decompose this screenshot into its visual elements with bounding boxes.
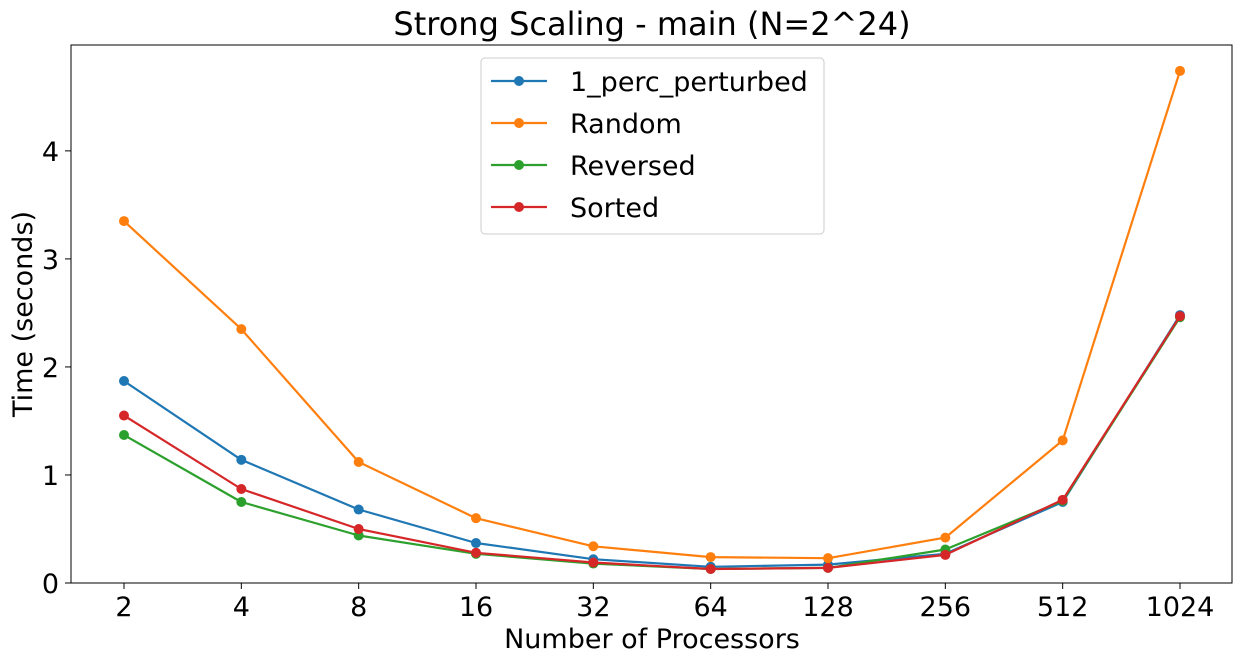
data-point-1-5 bbox=[705, 552, 716, 563]
x-tick-label-3: 16 bbox=[459, 592, 493, 623]
x-axis-label: Number of Processors bbox=[504, 624, 800, 655]
data-point-1-8 bbox=[1057, 435, 1068, 446]
legend-marker-1 bbox=[514, 118, 524, 128]
data-point-0-0 bbox=[119, 375, 129, 386]
data-point-2-1 bbox=[236, 496, 247, 507]
legend-label-3: Sorted bbox=[570, 193, 659, 224]
data-point-3-7 bbox=[940, 549, 951, 560]
x-tick-label-5: 64 bbox=[693, 592, 727, 623]
data-point-3-1 bbox=[236, 484, 247, 495]
y-tick-label-4: 4 bbox=[42, 137, 59, 168]
data-point-3-6 bbox=[823, 562, 833, 573]
data-point-3-5 bbox=[705, 563, 716, 574]
x-tick-label-7: 256 bbox=[920, 592, 972, 623]
data-point-1-9 bbox=[1175, 65, 1185, 76]
plot-frame bbox=[70, 44, 1233, 584]
data-point-1-0 bbox=[119, 216, 129, 227]
legend: 1_perc_perturbed Random Reversed Sorted bbox=[480, 57, 825, 235]
series-line-2 bbox=[123, 316, 1181, 571]
chart-title: Strong Scaling - main (N=2^24) bbox=[393, 5, 910, 43]
data-point-1-4 bbox=[588, 541, 599, 552]
data-point-1-2 bbox=[353, 457, 364, 468]
legend-label-0: 1_perc_perturbed bbox=[570, 67, 808, 98]
series-line-1 bbox=[123, 70, 1182, 560]
data-point-2-0 bbox=[119, 429, 129, 440]
data-point-3-8 bbox=[1057, 494, 1068, 505]
data-point-3-4 bbox=[588, 557, 599, 568]
legend-label-2: Reversed bbox=[570, 151, 696, 182]
data-point-1-7 bbox=[940, 532, 951, 543]
y-tick-label-2: 2 bbox=[42, 353, 59, 384]
data-point-0-2 bbox=[353, 504, 364, 515]
x-tick-label-0: 2 bbox=[115, 592, 132, 623]
legend-label-1: Random bbox=[570, 109, 682, 140]
x-tick-label-8: 512 bbox=[1037, 592, 1089, 623]
data-point-0-3 bbox=[471, 538, 481, 549]
data-point-3-2 bbox=[353, 523, 364, 534]
series-line-0 bbox=[123, 314, 1181, 568]
x-tick-label-1: 4 bbox=[233, 592, 250, 623]
legend-box bbox=[480, 57, 825, 235]
y-axis: 0 1 2 3 4 bbox=[42, 137, 71, 600]
data-point-1-1 bbox=[236, 324, 247, 335]
data-point-1-3 bbox=[471, 513, 481, 524]
y-tick-label-1: 1 bbox=[42, 461, 59, 492]
legend-marker-2 bbox=[514, 160, 524, 170]
x-tick-label-2: 8 bbox=[350, 592, 367, 623]
y-axis-label: Time (seconds) bbox=[8, 211, 39, 418]
legend-marker-3 bbox=[514, 202, 524, 212]
data-point-3-9 bbox=[1175, 311, 1185, 322]
y-tick-label-0: 0 bbox=[42, 569, 59, 600]
y-tick-label-3: 3 bbox=[42, 245, 59, 276]
data-point-0-1 bbox=[236, 454, 247, 465]
x-tick-label-6: 128 bbox=[802, 592, 854, 623]
plot-area bbox=[70, 44, 1233, 584]
legend-marker-0 bbox=[514, 76, 524, 86]
data-point-1-6 bbox=[823, 553, 833, 564]
x-axis: 2 4 8 16 32 64 128 256 512 1024 bbox=[115, 583, 1214, 623]
data-point-3-3 bbox=[471, 547, 481, 558]
series-line-3 bbox=[123, 315, 1181, 571]
data-point-3-0 bbox=[119, 410, 129, 421]
x-tick-label-4: 32 bbox=[576, 592, 610, 623]
x-tick-label-9: 1024 bbox=[1146, 592, 1215, 623]
